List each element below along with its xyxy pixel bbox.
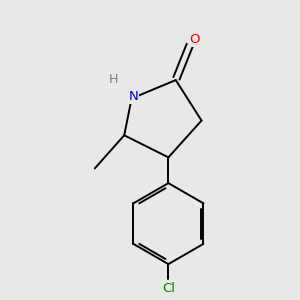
- Text: O: O: [189, 33, 200, 46]
- Text: H: H: [109, 73, 118, 86]
- Text: N: N: [129, 90, 138, 103]
- Text: Cl: Cl: [162, 281, 175, 295]
